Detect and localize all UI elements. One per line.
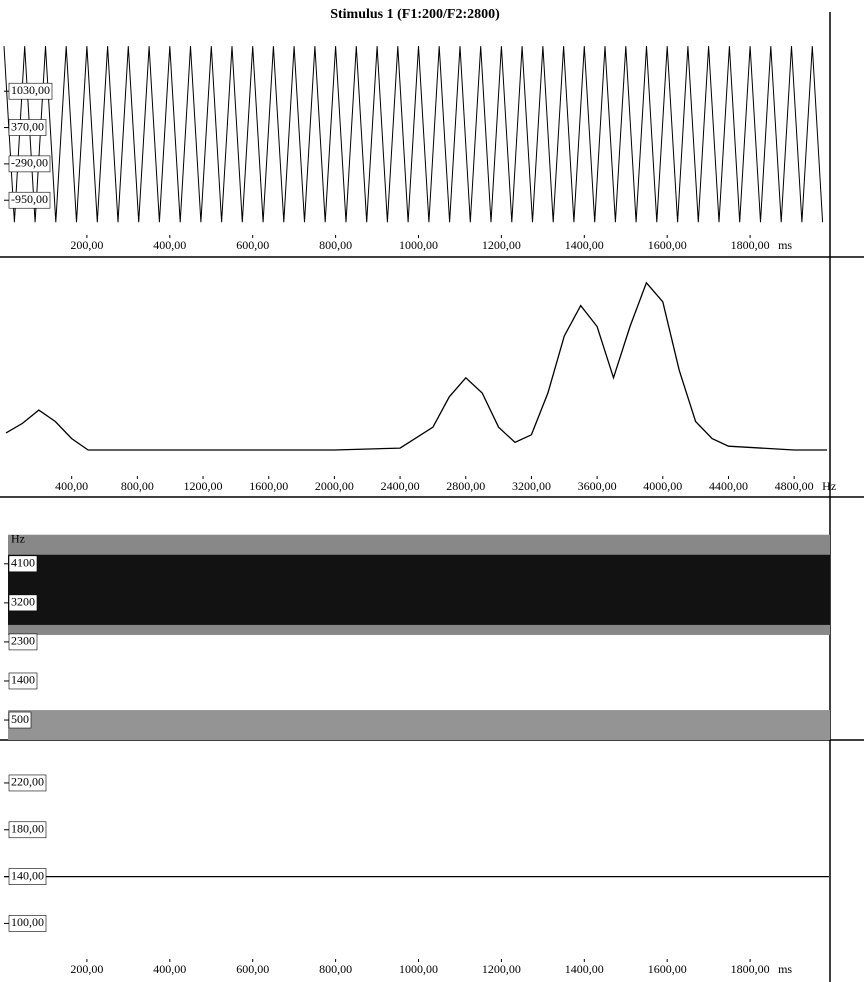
x-tick-label: 600,00 bbox=[236, 238, 269, 252]
x-tick-label: 600,00 bbox=[236, 962, 269, 976]
x-tick-label: 400,00 bbox=[153, 238, 186, 252]
x-tick-label: 1600,00 bbox=[249, 479, 288, 493]
x-tick-label: 4400,00 bbox=[709, 479, 748, 493]
y-tick-label-bg bbox=[8, 915, 47, 932]
x-tick-label: 800,00 bbox=[319, 238, 352, 252]
y-tick-label: 3200 bbox=[11, 595, 35, 609]
energy-band bbox=[8, 554, 830, 625]
y-tick-label-bg bbox=[8, 191, 51, 209]
x-tick-label: 800,00 bbox=[319, 962, 352, 976]
x-tick-label: 4800,00 bbox=[775, 479, 814, 493]
y-tick-label: 180,00 bbox=[11, 822, 44, 836]
x-tick-label: 400,00 bbox=[55, 479, 88, 493]
x-tick-label: 800,00 bbox=[121, 479, 154, 493]
curve bbox=[5, 281, 827, 451]
y-tick-label: 4100 bbox=[11, 556, 35, 570]
x-unit: Hz bbox=[822, 479, 836, 493]
x-tick-label: 1400,00 bbox=[565, 238, 604, 252]
x-tick-label: 1200,00 bbox=[482, 962, 521, 976]
x-unit: ms bbox=[778, 962, 792, 976]
y-tick-label-bg bbox=[8, 555, 38, 573]
y-tick-label: -290,00 bbox=[11, 156, 48, 170]
y-tick-label: 370,00 bbox=[11, 119, 44, 133]
y-tick-label-bg bbox=[8, 711, 32, 729]
y-tick-label-bg bbox=[8, 672, 38, 690]
y-tick-label: 140,00 bbox=[11, 868, 44, 882]
y-tick-label-bg bbox=[8, 633, 38, 651]
y-tick-label: 220,00 bbox=[11, 775, 44, 789]
y-tick-label-bg bbox=[8, 868, 47, 885]
x-tick-label: 400,00 bbox=[153, 962, 186, 976]
chart-title: Stimulus 1 (F1:200/F2:2800) bbox=[330, 7, 500, 22]
y-tick-label: 1400 bbox=[11, 673, 35, 687]
x-tick-label: 1200,00 bbox=[482, 238, 521, 252]
x-tick-label: 3200,00 bbox=[512, 479, 551, 493]
y-tick-label-bg bbox=[8, 594, 38, 612]
y-tick-label-bg bbox=[8, 119, 47, 136]
x-tick-label: 4000,00 bbox=[643, 479, 682, 493]
x-tick-label: 3600,00 bbox=[578, 479, 617, 493]
x-tick-label: 1600,00 bbox=[648, 962, 687, 976]
x-tick-label: 1800,00 bbox=[731, 962, 770, 976]
y-tick-label: -950,00 bbox=[11, 192, 48, 206]
x-tick-label: 200,00 bbox=[70, 238, 103, 252]
x-tick-label: 1800,00 bbox=[731, 238, 770, 252]
x-tick-label: 2400,00 bbox=[381, 479, 420, 493]
x-tick-label: 1200,00 bbox=[184, 479, 223, 493]
x-tick-label: 2800,00 bbox=[446, 479, 485, 493]
y-unit: Hz bbox=[11, 532, 25, 546]
x-tick-label: 200,00 bbox=[70, 962, 103, 976]
energy-band bbox=[8, 710, 830, 740]
x-tick-label: 1600,00 bbox=[648, 238, 687, 252]
y-tick-label-bg bbox=[8, 82, 53, 100]
y-tick-label: 1030,00 bbox=[11, 83, 50, 97]
y-tick-label: 100,00 bbox=[11, 915, 44, 929]
waveform bbox=[3, 46, 824, 223]
x-tick-label: 1000,00 bbox=[399, 238, 438, 252]
y-tick-label-bg bbox=[8, 155, 51, 173]
x-tick-label: 1400,00 bbox=[565, 962, 604, 976]
y-tick-label: 2300 bbox=[11, 634, 35, 648]
x-tick-label: 1000,00 bbox=[399, 962, 438, 976]
x-tick-label: 2000,00 bbox=[315, 479, 354, 493]
x-unit: ms bbox=[778, 238, 792, 252]
y-tick-label: 500 bbox=[11, 712, 29, 726]
y-tick-label-bg bbox=[8, 821, 47, 839]
y-tick-label-bg bbox=[8, 774, 47, 792]
